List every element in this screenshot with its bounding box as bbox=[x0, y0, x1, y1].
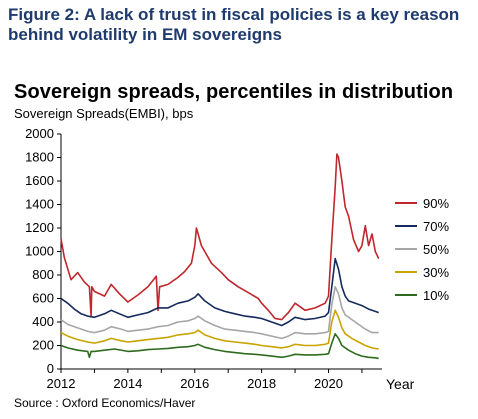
y-tick-label: 1800 bbox=[25, 150, 54, 165]
y-tick-label: 1400 bbox=[25, 197, 54, 212]
y-tick-label: 800 bbox=[32, 267, 54, 282]
legend-label: 30% bbox=[423, 265, 449, 280]
x-tick-label: 2014 bbox=[113, 376, 142, 391]
y-tick-label: 600 bbox=[32, 291, 54, 306]
y-tick-label: 200 bbox=[32, 338, 54, 353]
y-tick-label: 0 bbox=[47, 361, 54, 376]
figure-title: Figure 2: A lack of trust in fiscal poli… bbox=[8, 5, 460, 44]
x-tick-label: 2018 bbox=[247, 376, 276, 391]
y-tick-label: 400 bbox=[32, 314, 54, 329]
series-line-10pct bbox=[60, 332, 379, 360]
chart-title: Sovereign spreads, percentiles in distri… bbox=[14, 81, 454, 103]
source-note: Source : Oxford Economics/Haver bbox=[14, 396, 196, 410]
chart-axes: 0 200 400 600 800 1000 1200 1400 1600 1800 2000 201… bbox=[25, 126, 382, 391]
series-line-50pct bbox=[60, 285, 379, 340]
series-layer bbox=[60, 153, 380, 360]
series-line-30pct bbox=[60, 309, 379, 350]
legend-label: 90% bbox=[423, 196, 449, 211]
chart-legend: 90% 70% 50% 30% 10% bbox=[395, 196, 449, 303]
series-line-90pct bbox=[60, 153, 380, 321]
series-line-70pct bbox=[60, 257, 379, 327]
x-tick-label: 2016 bbox=[180, 376, 209, 391]
y-tick-label: 2000 bbox=[25, 126, 54, 141]
legend-label: 50% bbox=[423, 242, 449, 257]
legend-label: 10% bbox=[423, 288, 449, 303]
y-tick-label: 1200 bbox=[25, 220, 54, 235]
y-tick-label: 1000 bbox=[25, 244, 54, 259]
legend-label: 70% bbox=[423, 219, 449, 234]
y-axis-label: Sovereign Spreads(EMBI), bps bbox=[14, 106, 194, 121]
x-tick-label: 2012 bbox=[47, 376, 76, 391]
y-tick-label: 1600 bbox=[25, 173, 54, 188]
x-tick-label: 2020 bbox=[314, 376, 343, 391]
x-axis-label: Year bbox=[386, 376, 415, 392]
